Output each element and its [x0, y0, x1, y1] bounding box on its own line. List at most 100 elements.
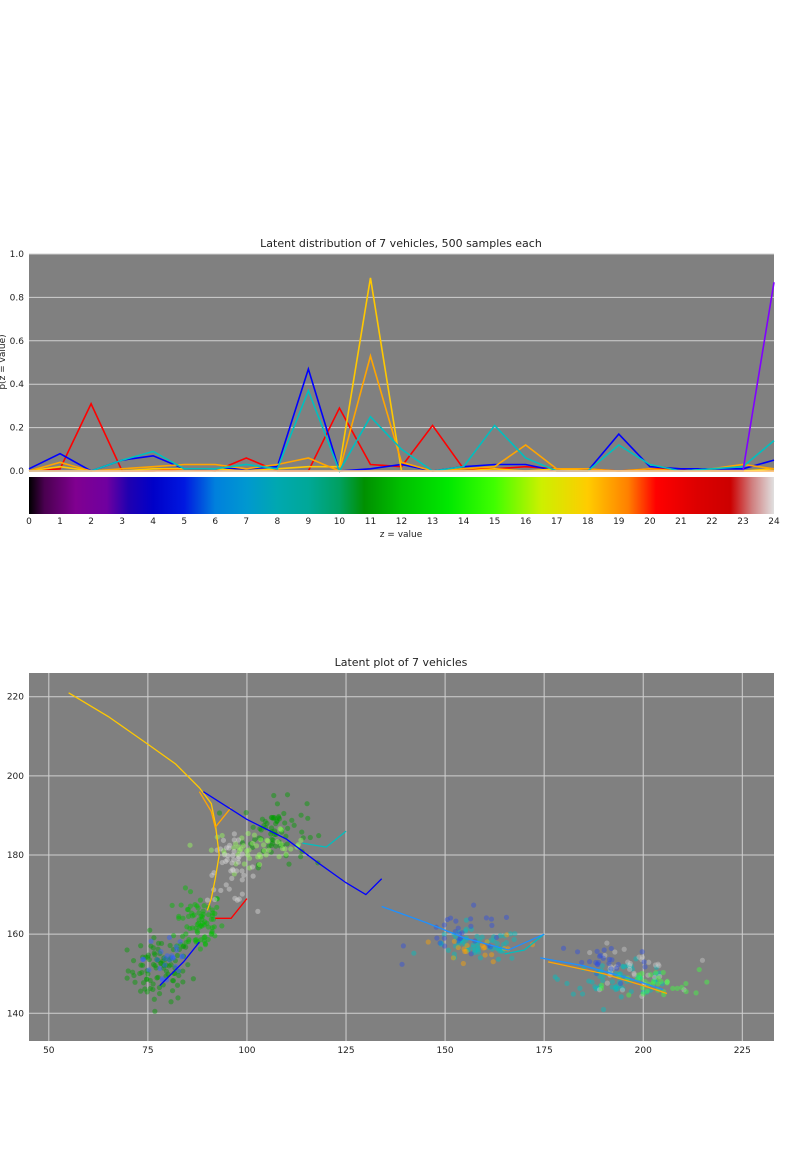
x-tick-label: 75 — [142, 1046, 153, 1056]
scatter-point — [652, 971, 659, 977]
scatter-point — [168, 962, 174, 968]
scatter-point — [201, 922, 207, 928]
scatter-point — [235, 844, 242, 850]
x-tick-label: 7 — [243, 517, 249, 527]
scatter-point — [144, 954, 151, 960]
scatter-point — [497, 948, 503, 954]
scatter-point — [185, 962, 191, 968]
scatter-point — [489, 952, 495, 958]
scatter-point — [166, 957, 173, 963]
scatter-point — [168, 955, 174, 961]
x-tick-label: 22 — [706, 517, 717, 527]
scatter-point — [201, 934, 207, 941]
tick-labels-2: 50 75 100 125 150 175 200 225 140 160 180 200 220 — [7, 693, 751, 1056]
scatter-point — [239, 868, 245, 874]
scatter-point — [239, 891, 245, 897]
scatter-point — [140, 954, 146, 960]
scatter-point — [195, 920, 202, 926]
scatter-point — [255, 854, 261, 860]
scatter-point — [268, 849, 274, 855]
scatter-point — [183, 944, 189, 950]
scatter-point — [260, 842, 267, 848]
scatter-point — [176, 968, 182, 974]
scatter-point — [170, 954, 176, 961]
scatter-point — [618, 994, 624, 1000]
x-tick-label: 23 — [737, 517, 748, 527]
scatter-point — [275, 815, 282, 821]
scatter-point — [158, 940, 165, 947]
scatter-point — [255, 862, 262, 868]
y-tick-label: 0.2 — [10, 424, 24, 434]
scatter-point — [644, 989, 650, 995]
x-tick-label: 3 — [119, 517, 125, 527]
scatter-point — [499, 948, 505, 954]
scatter-point — [425, 939, 431, 945]
scatter-point — [450, 955, 457, 961]
x-tick-label: 175 — [536, 1046, 553, 1056]
scatter-point — [497, 933, 503, 939]
scatter-point — [170, 978, 177, 984]
scatter-point — [176, 915, 182, 921]
scatter-point — [655, 981, 661, 987]
scatter-point — [230, 852, 236, 859]
scatter-point — [226, 886, 232, 892]
x-tick-label: 18 — [582, 517, 594, 527]
scatter-point — [455, 944, 461, 951]
scatter-point — [246, 855, 253, 861]
x-tick-label: 21 — [675, 517, 686, 527]
scatter-point — [212, 896, 218, 903]
plot-area-2 — [29, 673, 774, 1041]
scatter-point — [236, 848, 243, 854]
y-tick-label: 0.8 — [10, 293, 25, 303]
scatter-point — [211, 924, 217, 930]
scatter-point — [621, 964, 627, 970]
scatter-point — [160, 965, 167, 971]
scatter-point — [639, 957, 645, 963]
scatter-point — [155, 946, 161, 952]
scatter-point — [655, 975, 661, 981]
scatter-point — [274, 818, 280, 824]
trajectory-line — [159, 941, 200, 987]
scatter-point — [652, 974, 658, 980]
x-tick-label: 2 — [88, 517, 94, 527]
scatter-point — [183, 939, 189, 946]
scatter-point — [552, 974, 558, 980]
scatter-point — [140, 962, 146, 968]
scatter-point — [211, 870, 217, 876]
scatter-point — [451, 955, 458, 961]
scatter-point — [484, 939, 490, 945]
scatter-point — [150, 981, 156, 987]
scatter-point — [594, 961, 600, 967]
scatter-point — [298, 854, 304, 860]
x-tick-label: 10 — [334, 517, 346, 527]
scatter-point — [593, 986, 599, 992]
scatter-point — [152, 962, 158, 969]
scatter-point — [129, 969, 136, 975]
scatter-point — [200, 911, 206, 917]
y-tick-label: 1.0 — [10, 250, 25, 260]
scatter-point — [151, 935, 157, 941]
scatter-point — [577, 985, 583, 991]
scatter-point — [620, 963, 626, 969]
scatter-point — [631, 970, 637, 977]
scatter-point — [475, 949, 482, 955]
scatter-point — [609, 984, 615, 990]
scatter-point — [145, 971, 151, 977]
scatter-point — [441, 931, 447, 937]
scatter-point — [204, 920, 210, 926]
scatter-point — [256, 835, 262, 841]
scatter-point — [660, 969, 666, 976]
scatter-point — [150, 961, 157, 968]
scatter-point — [239, 835, 245, 841]
scatter-point — [683, 980, 689, 987]
scatter-point — [140, 956, 146, 962]
scatter-point — [607, 966, 613, 972]
scatter-point — [144, 976, 150, 982]
scatter-point — [185, 913, 192, 919]
scatter-point — [194, 921, 200, 927]
scatter-point — [289, 817, 295, 823]
scatter-point — [625, 962, 631, 968]
scatter-point — [463, 948, 469, 955]
x-tick-label: 225 — [734, 1046, 751, 1056]
